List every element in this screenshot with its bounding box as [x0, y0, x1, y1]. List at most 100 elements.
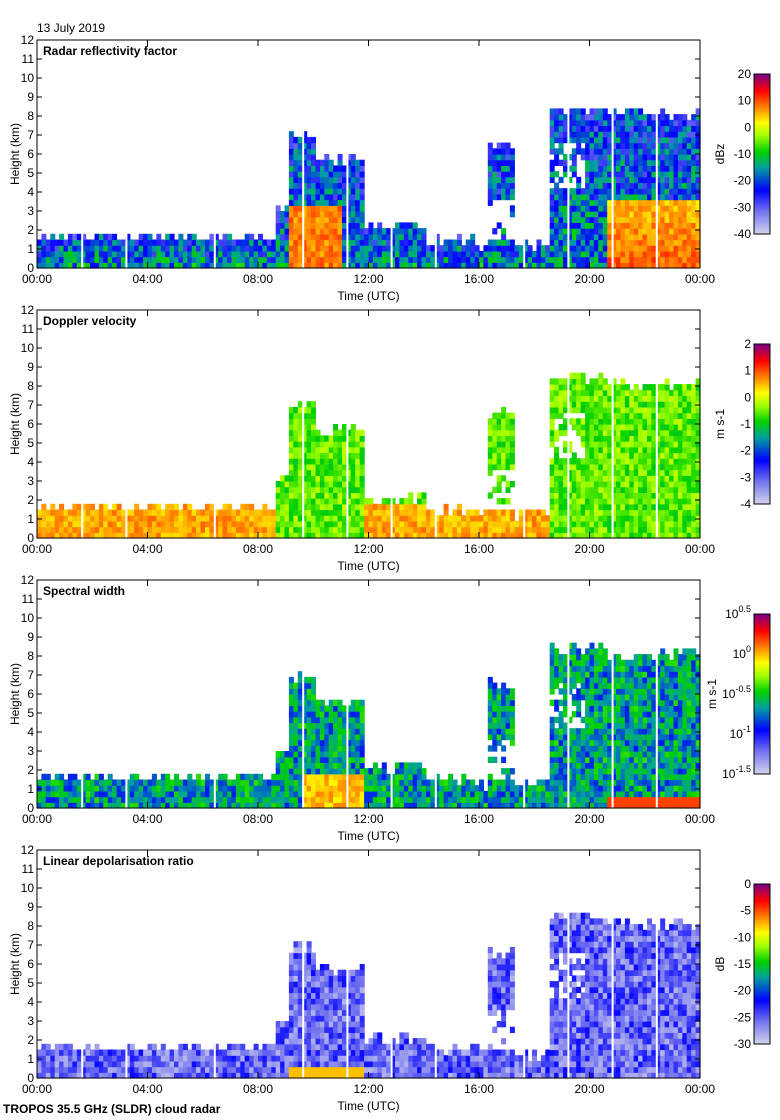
- echo-cell: [549, 503, 555, 511]
- echo-cell: [576, 486, 582, 493]
- echo-cell: [364, 250, 370, 258]
- echo-cell: [319, 176, 325, 184]
- echo-cell: [558, 176, 564, 184]
- echo-cell: [554, 148, 560, 155]
- echo-cell: [271, 790, 277, 798]
- echo-cell: [686, 412, 692, 419]
- echo-cell: [655, 239, 661, 246]
- echo-cell: [669, 424, 675, 431]
- echo-cell: [328, 745, 334, 752]
- echo-cell: [452, 250, 458, 258]
- echo-cell: [328, 532, 334, 539]
- echo-cell: [655, 526, 661, 533]
- echo-cell: [45, 262, 51, 269]
- echo-cell: [359, 228, 365, 235]
- echo-cell: [359, 481, 365, 488]
- echo-cell: [593, 441, 599, 448]
- echo-cell: [691, 222, 697, 229]
- echo-cell: [311, 779, 316, 786]
- echo-cell: [509, 262, 515, 269]
- colorbar-swatch: [754, 144, 770, 147]
- echo-cell: [638, 188, 644, 195]
- echo-cell: [695, 481, 701, 488]
- echo-cell: [249, 256, 255, 263]
- echo-cell: [191, 790, 197, 798]
- echo-cell: [426, 245, 431, 252]
- echo-cell: [664, 205, 670, 212]
- echo-cell: [695, 165, 701, 172]
- echo-cell: [169, 532, 175, 539]
- echo-cell: [514, 250, 520, 258]
- echo-cell: [103, 250, 109, 258]
- echo-cell: [293, 205, 299, 212]
- echo-cell: [669, 188, 675, 195]
- echo-cell: [479, 520, 484, 528]
- colorbar-swatch: [754, 366, 770, 369]
- echo-cell: [593, 142, 599, 149]
- echo-cell: [165, 526, 171, 533]
- echo-cell: [638, 498, 644, 505]
- echo-cell: [549, 199, 555, 206]
- echo-cell: [580, 250, 586, 258]
- echo-cell: [629, 239, 635, 246]
- echo-cell: [487, 520, 493, 528]
- echo-cell: [333, 188, 339, 195]
- x-tick-label: 12:00: [353, 272, 383, 286]
- echo-cell: [337, 762, 343, 769]
- echo-cell: [297, 498, 303, 505]
- echo-cell: [346, 532, 352, 539]
- echo-cell: [355, 452, 361, 459]
- echo-cell: [518, 515, 524, 522]
- echo-cell: [655, 228, 661, 235]
- echo-cell: [249, 796, 255, 803]
- echo-cell: [328, 705, 334, 712]
- echo-cell: [275, 245, 281, 252]
- echo-cell: [669, 418, 675, 425]
- echo-cell: [262, 262, 268, 269]
- echo-cell: [514, 245, 520, 252]
- colorbar-frame: [753, 343, 771, 505]
- echo-cell: [563, 262, 568, 269]
- echo-cell: [297, 526, 303, 533]
- echo-cell: [293, 469, 299, 476]
- echo-cell: [408, 250, 414, 258]
- echo-cell: [386, 515, 392, 522]
- echo-cell: [355, 796, 361, 803]
- echo-cell: [302, 176, 308, 184]
- echo-cell: [589, 378, 595, 385]
- echo-cell: [580, 481, 586, 488]
- echo-cell: [156, 503, 162, 511]
- echo-cell: [302, 256, 308, 263]
- echo-cell: [297, 199, 303, 206]
- echo-cell: [125, 239, 131, 246]
- echo-cell: [160, 526, 166, 533]
- echo-cell: [686, 486, 692, 493]
- colorbar-swatch: [754, 86, 770, 89]
- echo-cell: [651, 412, 657, 419]
- echo-cell: [571, 211, 577, 218]
- echo-cell: [638, 211, 644, 218]
- echo-cell: [611, 458, 617, 465]
- echo-cell: [563, 228, 568, 235]
- echo-cell: [664, 211, 670, 218]
- echo-cell: [143, 779, 149, 786]
- echo-cell: [337, 429, 343, 436]
- echo-cell: [324, 711, 330, 718]
- echo-cell: [244, 509, 250, 516]
- echo-cell: [691, 193, 697, 201]
- echo-cell: [629, 136, 635, 144]
- echo-cell: [306, 148, 312, 155]
- echo-cell: [434, 773, 440, 781]
- echo-cell: [37, 526, 42, 533]
- echo-cell: [235, 262, 241, 269]
- colorbar-swatch: [754, 364, 770, 367]
- echo-cell: [346, 520, 352, 528]
- echo-cell: [390, 245, 396, 252]
- echo-cell: [399, 233, 405, 241]
- echo-cell: [293, 211, 299, 218]
- colorbar-swatch: [754, 380, 770, 383]
- echo-cell: [677, 532, 683, 539]
- echo-cell: [293, 441, 299, 448]
- echo-cell: [602, 136, 608, 144]
- echo-cell: [682, 114, 688, 121]
